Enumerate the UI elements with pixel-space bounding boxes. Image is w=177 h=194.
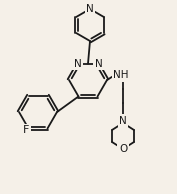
Text: N: N xyxy=(74,59,81,68)
Text: N: N xyxy=(119,116,127,126)
Text: F: F xyxy=(23,126,30,135)
Text: N: N xyxy=(86,4,94,14)
Text: NH: NH xyxy=(113,70,129,80)
Text: N: N xyxy=(95,59,102,68)
Text: O: O xyxy=(119,144,127,154)
